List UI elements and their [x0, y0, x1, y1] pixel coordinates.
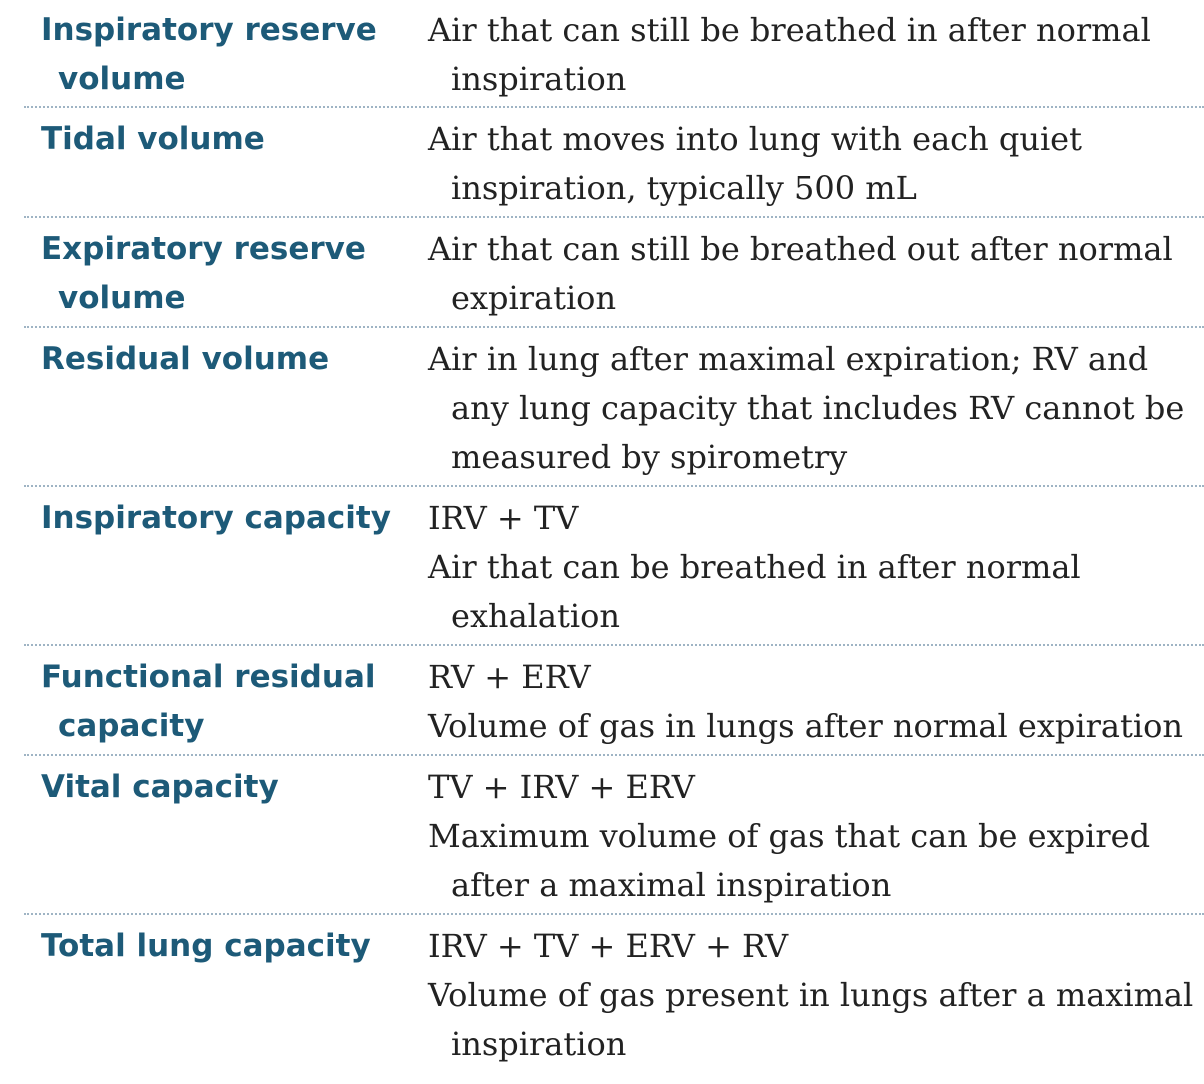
term-line: Residual volume: [41, 341, 330, 377]
term-cell: Expiratory reserve volume: [24, 225, 428, 326]
description-line: Air that can still be breathed out after…: [428, 230, 1173, 268]
description-line: Air in lung after maximal expiration; RV…: [428, 340, 1149, 378]
description-line: inspiration: [451, 1025, 627, 1063]
description-line: any lung capacity that includes RV canno…: [451, 389, 1185, 427]
term-line: Total lung capacity: [41, 928, 371, 964]
table-row: Total lung capacity IRV + TV + ERV + RV …: [24, 915, 1204, 1075]
lung-volumes-table: Inspiratory reserve volume Air that can …: [24, 0, 1204, 1075]
description-line: Volume of gas present in lungs after a m…: [428, 976, 1194, 1014]
term-cell: Functional residual capacity: [24, 653, 428, 754]
description-cell: Air that can still be breathed out after…: [428, 225, 1204, 326]
description-line: Air that moves into lung with each quiet: [428, 120, 1082, 158]
term-cell: Total lung capacity: [24, 922, 428, 1075]
description-line: inspiration, typically 500 mL: [451, 169, 917, 207]
description-cell: RV + ERV Volume of gas in lungs after no…: [428, 653, 1204, 754]
formula: RV + ERV: [428, 658, 591, 696]
term-line: volume: [58, 61, 186, 97]
description-line: expiration: [451, 279, 617, 317]
description-line: Maximum volume of gas that can be expire…: [428, 817, 1151, 855]
table-row: Vital capacity TV + IRV + ERV Maximum vo…: [24, 756, 1204, 915]
term-cell: Tidal volume: [24, 115, 428, 216]
term-cell: Inspiratory capacity: [24, 494, 428, 644]
term-line: Inspiratory reserve: [41, 12, 377, 48]
description-line: Air that can still be breathed in after …: [428, 11, 1151, 49]
formula: IRV + TV: [428, 499, 579, 537]
table-row: Functional residual capacity RV + ERV Vo…: [24, 646, 1204, 756]
term-line: Tidal volume: [41, 121, 265, 157]
description-cell: Air that can still be breathed in after …: [428, 6, 1204, 106]
description-line: exhalation: [451, 597, 620, 635]
term-line: Expiratory reserve: [41, 231, 366, 267]
term-line: Functional residual: [41, 659, 376, 695]
description-line: measured by spirometry: [451, 438, 848, 476]
description-cell: Air in lung after maximal expiration; RV…: [428, 335, 1204, 485]
table-row: Inspiratory reserve volume Air that can …: [24, 0, 1204, 108]
table-row: Tidal volume Air that moves into lung wi…: [24, 108, 1204, 218]
term-line: volume: [58, 280, 186, 316]
term-line: capacity: [58, 708, 205, 744]
term-line: Vital capacity: [41, 769, 279, 805]
table-row: Inspiratory capacity IRV + TV Air that c…: [24, 487, 1204, 646]
description-cell: IRV + TV Air that can be breathed in aft…: [428, 494, 1204, 644]
table-row: Residual volume Air in lung after maxima…: [24, 328, 1204, 487]
description-line: Air that can be breathed in after normal: [428, 548, 1081, 586]
description-line: after a maximal inspiration: [451, 866, 892, 904]
formula: IRV + TV + ERV + RV: [428, 927, 789, 965]
description-cell: TV + IRV + ERV Maximum volume of gas tha…: [428, 763, 1204, 913]
description-line: inspiration: [451, 60, 627, 98]
description-cell: IRV + TV + ERV + RV Volume of gas presen…: [428, 922, 1204, 1075]
term-cell: Vital capacity: [24, 763, 428, 913]
term-cell: Inspiratory reserve volume: [24, 6, 428, 106]
description-cell: Air that moves into lung with each quiet…: [428, 115, 1204, 216]
description-line: Volume of gas in lungs after normal expi…: [428, 707, 1183, 745]
table-row: Expiratory reserve volume Air that can s…: [24, 218, 1204, 328]
term-line: Inspiratory capacity: [41, 500, 391, 536]
formula: TV + IRV + ERV: [428, 768, 695, 806]
term-cell: Residual volume: [24, 335, 428, 485]
